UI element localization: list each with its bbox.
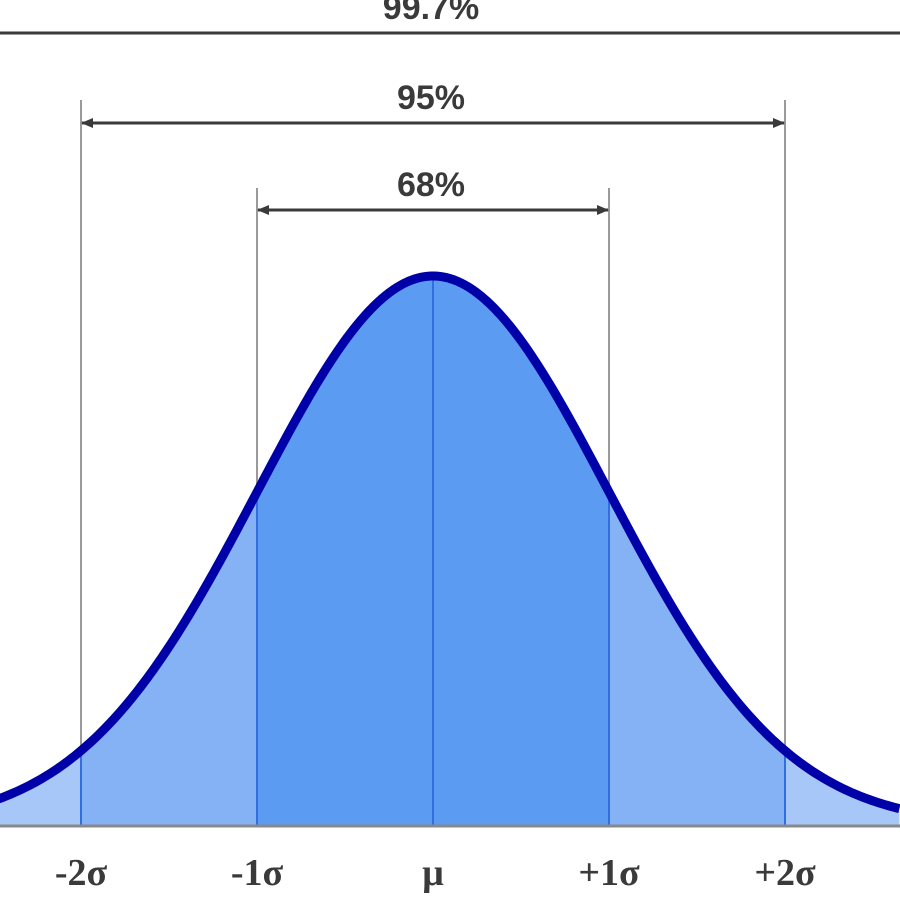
region-dividers (80, 276, 786, 825)
interval-label-1: 95% (397, 79, 465, 117)
tick-label-3: +1σ (578, 852, 640, 894)
x-tick-labels: -2σ -1σ μ +1σ +2σ (55, 852, 816, 894)
sigma-guide-lines (80, 100, 786, 751)
shaded-regions (0, 276, 900, 825)
tick-label-0: -2σ (55, 852, 108, 894)
interval-label-0: 99.7% (383, 0, 479, 27)
tick-label-4: +2σ (754, 852, 816, 894)
tick-label-2: μ (422, 852, 444, 894)
right-tail-region (785, 750, 900, 825)
interval-label-2: 68% (397, 166, 465, 204)
normal-curve (0, 271, 900, 813)
tick-label-1: -1σ (231, 852, 284, 894)
interval-arrows: 99.7% 95% 68% (0, 0, 900, 215)
